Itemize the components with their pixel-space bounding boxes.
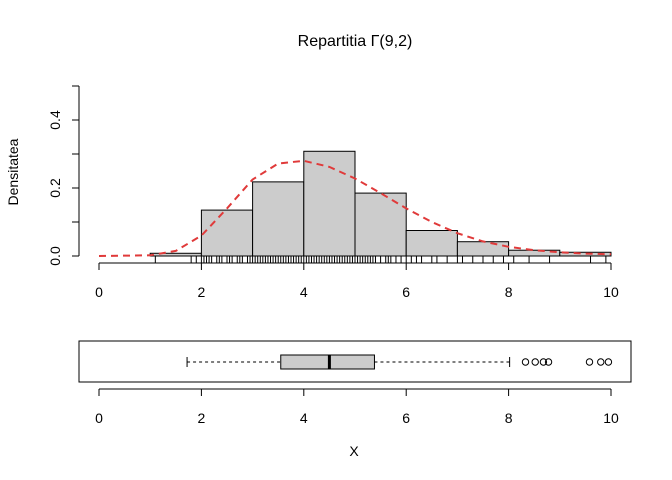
density-curve (98, 159, 612, 257)
boxplot-x-axis: 0 2 4 6 8 10 (95, 388, 619, 426)
histogram-bar-5 (405, 230, 458, 257)
histogram-bar-2 (252, 181, 305, 257)
y-axis: 0.0 0.2 0.4 (47, 85, 80, 266)
hist-x-tick-label-1: 2 (198, 284, 206, 300)
hist-x-tick-label-3: 6 (402, 284, 410, 300)
box-x-tick-label-5: 10 (603, 410, 619, 426)
chart-title: Repartitia Γ(9,2) (298, 33, 413, 50)
outlier-point-6 (604, 358, 613, 366)
box-x-tick-label-0: 0 (95, 410, 103, 426)
boxplot-panel: 0 2 4 6 8 10 (78, 340, 632, 426)
y-tick-label-0: 0.0 (47, 246, 63, 266)
outlier-point-5 (597, 358, 605, 366)
histogram-bar-0 (149, 252, 202, 257)
boxplot-elements (186, 354, 613, 370)
histogram-bar-4 (354, 192, 407, 257)
x-axis-label: X (349, 443, 359, 459)
y-tick-label-1: 0.2 (47, 178, 63, 198)
outlier-point-1 (531, 358, 539, 366)
hist-x-tick-label-2: 4 (300, 284, 308, 300)
histogram-panel: 0.0 0.2 0.4 0 2 4 6 8 10 (47, 85, 619, 300)
outlier-point-3 (544, 358, 553, 366)
y-axis-label: Densitatea (5, 138, 21, 205)
outlier-point-0 (521, 358, 530, 366)
hist-x-tick-label-5: 10 (603, 284, 619, 300)
histogram-bar-6 (456, 241, 510, 257)
histogram-bars (149, 150, 612, 257)
box-x-tick-label-3: 6 (402, 410, 410, 426)
box-x-tick-label-1: 2 (198, 410, 206, 426)
rug-marks (154, 256, 607, 263)
box-iqr (280, 354, 375, 370)
y-tick-label-2: 0.4 (47, 110, 63, 130)
outlier-point-4 (585, 358, 594, 366)
histogram-x-axis: 0 2 4 6 8 10 (95, 262, 619, 300)
hist-x-tick-label-4: 8 (505, 284, 513, 300)
box-x-tick-label-4: 8 (505, 410, 513, 426)
boxplot-frame (78, 340, 632, 383)
histogram-bar-3 (303, 150, 356, 257)
hist-x-tick-label-0: 0 (95, 284, 103, 300)
box-x-tick-label-2: 4 (300, 410, 308, 426)
outlier-point-2 (539, 358, 548, 366)
histogram-bar-1 (200, 209, 254, 257)
